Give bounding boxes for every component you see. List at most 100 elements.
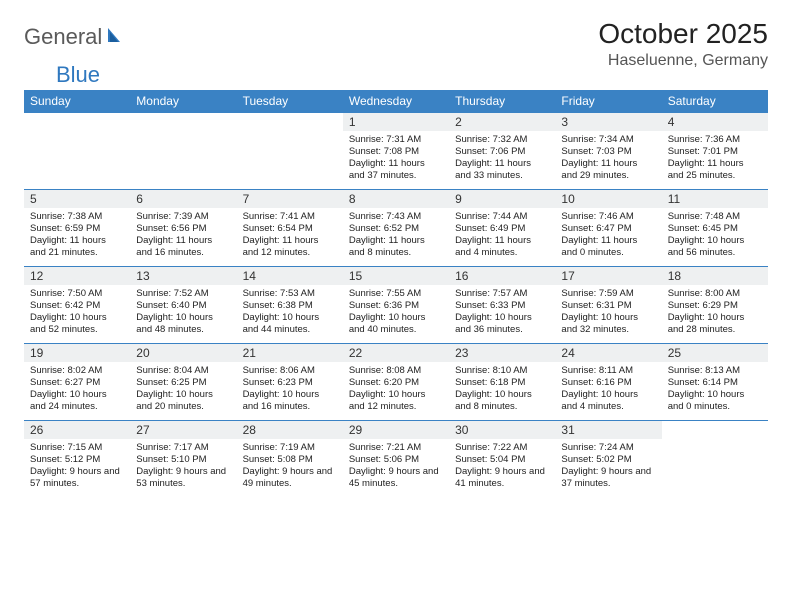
day-number: 23 xyxy=(449,344,555,362)
day-details: Sunrise: 7:32 AMSunset: 7:06 PMDaylight:… xyxy=(449,131,555,189)
day-details: Sunrise: 7:57 AMSunset: 6:33 PMDaylight:… xyxy=(449,285,555,343)
day-number: 3 xyxy=(555,113,661,131)
day-number: 4 xyxy=(662,113,768,131)
day-number: 22 xyxy=(343,344,449,362)
calendar-day-cell: 19Sunrise: 8:02 AMSunset: 6:27 PMDayligh… xyxy=(24,344,130,421)
day-details: Sunrise: 8:02 AMSunset: 6:27 PMDaylight:… xyxy=(24,362,130,420)
day-number: 30 xyxy=(449,421,555,439)
calendar-day-cell: . xyxy=(237,113,343,190)
calendar-day-cell: 30Sunrise: 7:22 AMSunset: 5:04 PMDayligh… xyxy=(449,421,555,498)
calendar-day-cell: 10Sunrise: 7:46 AMSunset: 6:47 PMDayligh… xyxy=(555,190,661,267)
calendar-day-cell: 25Sunrise: 8:13 AMSunset: 6:14 PMDayligh… xyxy=(662,344,768,421)
calendar-day-cell: 16Sunrise: 7:57 AMSunset: 6:33 PMDayligh… xyxy=(449,267,555,344)
day-number: 5 xyxy=(24,190,130,208)
day-details: Sunrise: 7:22 AMSunset: 5:04 PMDaylight:… xyxy=(449,439,555,497)
day-details: Sunrise: 7:41 AMSunset: 6:54 PMDaylight:… xyxy=(237,208,343,266)
day-number: 9 xyxy=(449,190,555,208)
calendar-day-cell: 7Sunrise: 7:41 AMSunset: 6:54 PMDaylight… xyxy=(237,190,343,267)
day-number: 14 xyxy=(237,267,343,285)
calendar-day-cell: 5Sunrise: 7:38 AMSunset: 6:59 PMDaylight… xyxy=(24,190,130,267)
day-number: 8 xyxy=(343,190,449,208)
day-number: 26 xyxy=(24,421,130,439)
day-details: Sunrise: 8:00 AMSunset: 6:29 PMDaylight:… xyxy=(662,285,768,343)
day-number: 19 xyxy=(24,344,130,362)
calendar-day-cell: . xyxy=(130,113,236,190)
day-details: Sunrise: 7:19 AMSunset: 5:08 PMDaylight:… xyxy=(237,439,343,497)
day-details: Sunrise: 8:13 AMSunset: 6:14 PMDaylight:… xyxy=(662,362,768,420)
day-number: 11 xyxy=(662,190,768,208)
calendar-week-row: 19Sunrise: 8:02 AMSunset: 6:27 PMDayligh… xyxy=(24,344,768,421)
day-number: 29 xyxy=(343,421,449,439)
calendar-day-cell: 15Sunrise: 7:55 AMSunset: 6:36 PMDayligh… xyxy=(343,267,449,344)
logo-text-blue: Blue xyxy=(56,62,792,88)
day-header: Saturday xyxy=(662,90,768,113)
day-details: Sunrise: 7:55 AMSunset: 6:36 PMDaylight:… xyxy=(343,285,449,343)
day-number: 15 xyxy=(343,267,449,285)
calendar-day-cell: . xyxy=(662,421,768,498)
logo-sail-icon xyxy=(106,26,126,49)
calendar-day-cell: 4Sunrise: 7:36 AMSunset: 7:01 PMDaylight… xyxy=(662,113,768,190)
calendar-day-cell: 3Sunrise: 7:34 AMSunset: 7:03 PMDaylight… xyxy=(555,113,661,190)
calendar-day-cell: 22Sunrise: 8:08 AMSunset: 6:20 PMDayligh… xyxy=(343,344,449,421)
calendar-week-row: 5Sunrise: 7:38 AMSunset: 6:59 PMDaylight… xyxy=(24,190,768,267)
calendar-day-cell: 14Sunrise: 7:53 AMSunset: 6:38 PMDayligh… xyxy=(237,267,343,344)
day-details: Sunrise: 7:39 AMSunset: 6:56 PMDaylight:… xyxy=(130,208,236,266)
day-details: Sunrise: 7:36 AMSunset: 7:01 PMDaylight:… xyxy=(662,131,768,189)
day-details: Sunrise: 7:50 AMSunset: 6:42 PMDaylight:… xyxy=(24,285,130,343)
day-details: Sunrise: 8:08 AMSunset: 6:20 PMDaylight:… xyxy=(343,362,449,420)
day-details: Sunrise: 7:43 AMSunset: 6:52 PMDaylight:… xyxy=(343,208,449,266)
day-details: Sunrise: 7:21 AMSunset: 5:06 PMDaylight:… xyxy=(343,439,449,497)
calendar-day-cell: 18Sunrise: 8:00 AMSunset: 6:29 PMDayligh… xyxy=(662,267,768,344)
day-details: Sunrise: 7:17 AMSunset: 5:10 PMDaylight:… xyxy=(130,439,236,497)
day-details: Sunrise: 7:34 AMSunset: 7:03 PMDaylight:… xyxy=(555,131,661,189)
calendar-day-cell: 26Sunrise: 7:15 AMSunset: 5:12 PMDayligh… xyxy=(24,421,130,498)
calendar-day-cell: 11Sunrise: 7:48 AMSunset: 6:45 PMDayligh… xyxy=(662,190,768,267)
calendar-day-cell: 20Sunrise: 8:04 AMSunset: 6:25 PMDayligh… xyxy=(130,344,236,421)
day-number: 17 xyxy=(555,267,661,285)
calendar-day-cell: 8Sunrise: 7:43 AMSunset: 6:52 PMDaylight… xyxy=(343,190,449,267)
day-header: Sunday xyxy=(24,90,130,113)
day-details: Sunrise: 7:24 AMSunset: 5:02 PMDaylight:… xyxy=(555,439,661,497)
day-number: 1 xyxy=(343,113,449,131)
calendar-week-row: 12Sunrise: 7:50 AMSunset: 6:42 PMDayligh… xyxy=(24,267,768,344)
day-number: 27 xyxy=(130,421,236,439)
calendar-day-cell: 1Sunrise: 7:31 AMSunset: 7:08 PMDaylight… xyxy=(343,113,449,190)
calendar-day-cell: 9Sunrise: 7:44 AMSunset: 6:49 PMDaylight… xyxy=(449,190,555,267)
day-number: 18 xyxy=(662,267,768,285)
day-details: Sunrise: 7:53 AMSunset: 6:38 PMDaylight:… xyxy=(237,285,343,343)
calendar-day-cell: 6Sunrise: 7:39 AMSunset: 6:56 PMDaylight… xyxy=(130,190,236,267)
day-details: Sunrise: 8:04 AMSunset: 6:25 PMDaylight:… xyxy=(130,362,236,420)
logo-text-general: General xyxy=(24,24,102,50)
day-number: 12 xyxy=(24,267,130,285)
day-number: 6 xyxy=(130,190,236,208)
day-header: Friday xyxy=(555,90,661,113)
day-number: 24 xyxy=(555,344,661,362)
day-number: 31 xyxy=(555,421,661,439)
day-header: Wednesday xyxy=(343,90,449,113)
calendar-day-cell: 28Sunrise: 7:19 AMSunset: 5:08 PMDayligh… xyxy=(237,421,343,498)
calendar-day-cell: 17Sunrise: 7:59 AMSunset: 6:31 PMDayligh… xyxy=(555,267,661,344)
day-number: 13 xyxy=(130,267,236,285)
day-header: Monday xyxy=(130,90,236,113)
calendar-day-cell: 21Sunrise: 8:06 AMSunset: 6:23 PMDayligh… xyxy=(237,344,343,421)
calendar-table: SundayMondayTuesdayWednesdayThursdayFrid… xyxy=(24,90,768,497)
calendar-day-cell: 29Sunrise: 7:21 AMSunset: 5:06 PMDayligh… xyxy=(343,421,449,498)
day-header: Thursday xyxy=(449,90,555,113)
day-details: Sunrise: 7:15 AMSunset: 5:12 PMDaylight:… xyxy=(24,439,130,497)
day-details: Sunrise: 7:52 AMSunset: 6:40 PMDaylight:… xyxy=(130,285,236,343)
day-number: 10 xyxy=(555,190,661,208)
calendar-week-row: 26Sunrise: 7:15 AMSunset: 5:12 PMDayligh… xyxy=(24,421,768,498)
calendar-day-cell: 2Sunrise: 7:32 AMSunset: 7:06 PMDaylight… xyxy=(449,113,555,190)
day-number: 7 xyxy=(237,190,343,208)
day-number: 21 xyxy=(237,344,343,362)
day-header: Tuesday xyxy=(237,90,343,113)
day-details: Sunrise: 7:59 AMSunset: 6:31 PMDaylight:… xyxy=(555,285,661,343)
day-details: Sunrise: 7:38 AMSunset: 6:59 PMDaylight:… xyxy=(24,208,130,266)
calendar-day-cell: . xyxy=(24,113,130,190)
calendar-day-cell: 12Sunrise: 7:50 AMSunset: 6:42 PMDayligh… xyxy=(24,267,130,344)
calendar-day-cell: 24Sunrise: 8:11 AMSunset: 6:16 PMDayligh… xyxy=(555,344,661,421)
page-title: October 2025 xyxy=(598,18,768,50)
day-number: 25 xyxy=(662,344,768,362)
calendar-day-cell: 31Sunrise: 7:24 AMSunset: 5:02 PMDayligh… xyxy=(555,421,661,498)
day-number: 28 xyxy=(237,421,343,439)
